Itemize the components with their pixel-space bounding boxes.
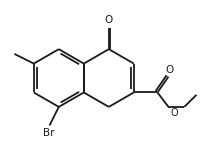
Text: Br: Br — [43, 128, 54, 138]
Text: O: O — [165, 65, 173, 75]
Text: O: O — [171, 108, 178, 118]
Text: O: O — [105, 15, 113, 26]
